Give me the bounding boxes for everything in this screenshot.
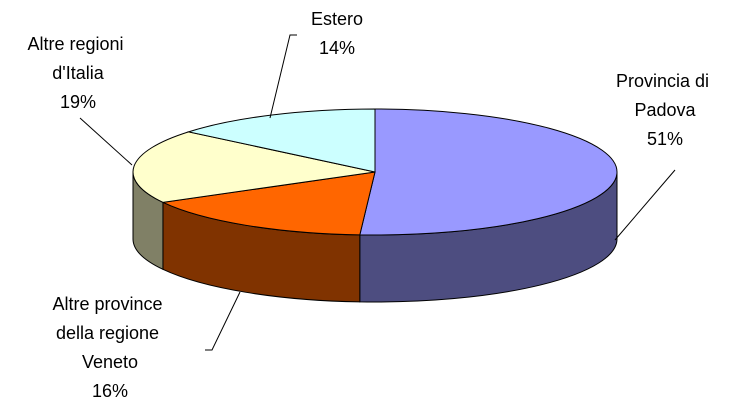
slice-label: Estero [311, 9, 363, 29]
slice [186, 108, 376, 173]
leader-line [269, 34, 297, 119]
slice-label: Altre province della regione Veneto [52, 294, 167, 372]
value-label: 14% [319, 38, 355, 58]
value-label: 51% [647, 129, 683, 149]
slice [132, 131, 376, 203]
leader-line [614, 169, 676, 241]
value-label: 16% [92, 381, 128, 401]
slice-label: Provincia di Padova [616, 71, 714, 120]
slice [161, 171, 376, 236]
slice [359, 108, 618, 236]
slice-label: Altre regioni d'Italia [27, 34, 128, 83]
leader-line [79, 117, 133, 166]
leader-line [205, 291, 241, 351]
value-label: 19% [60, 92, 96, 112]
